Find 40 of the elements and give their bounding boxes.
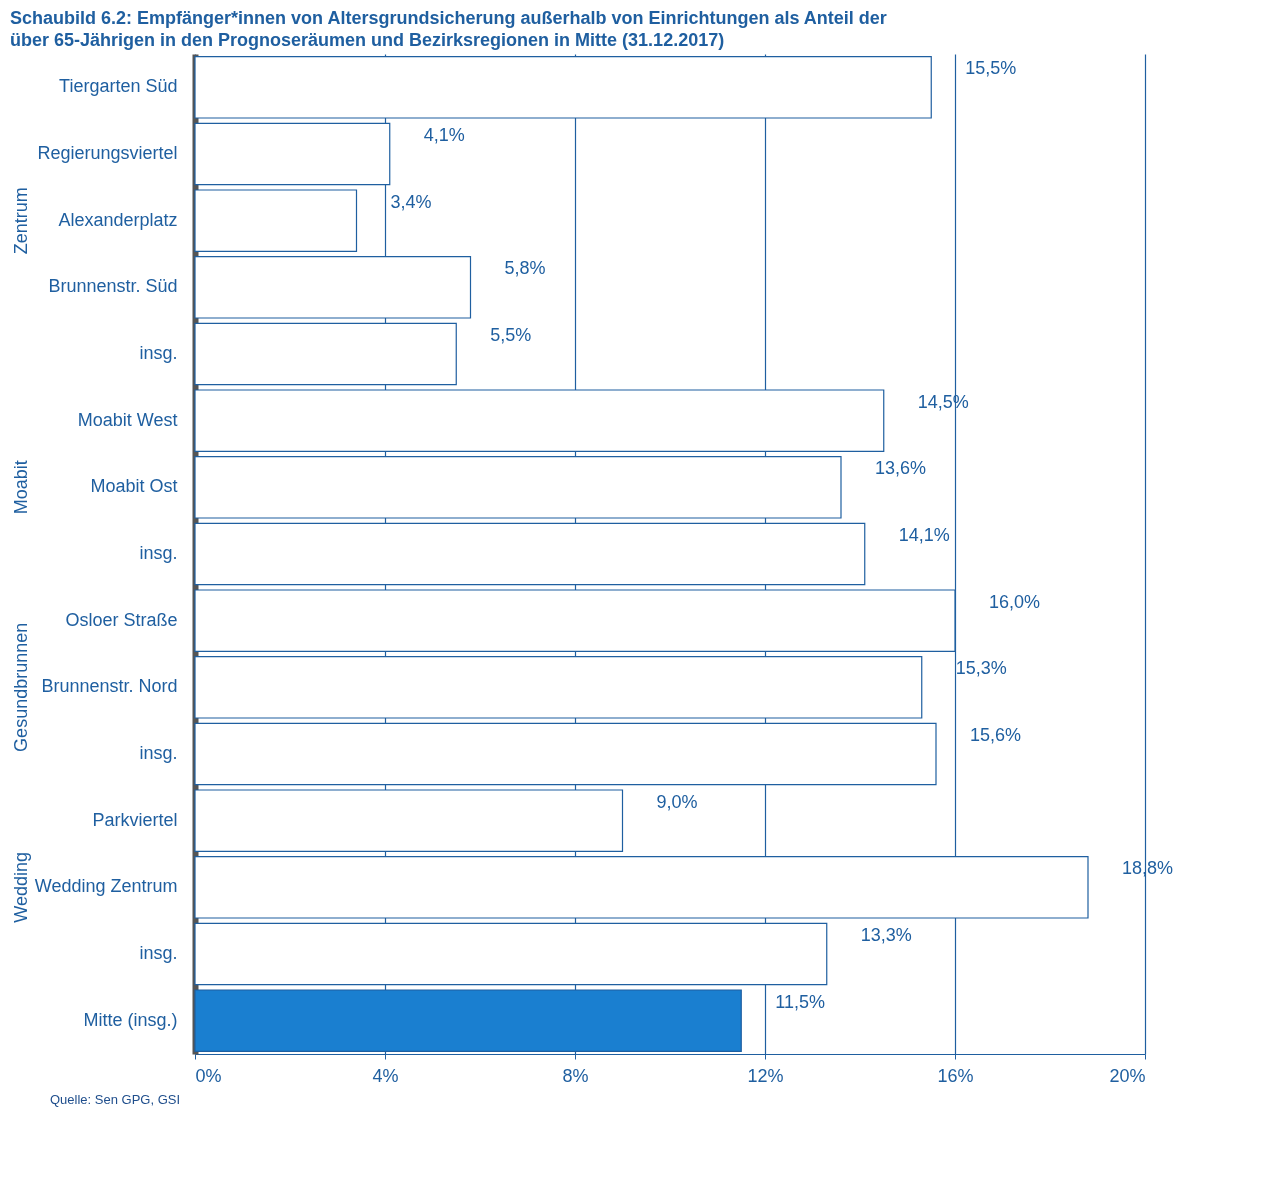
x-tick-label: 8% — [562, 1065, 589, 1086]
data-label: 3,4% — [390, 191, 432, 212]
data-label: 5,5% — [490, 325, 532, 345]
data-label: 4,1% — [423, 125, 465, 145]
y-tick-label: Wedding Zentrum — [34, 876, 178, 897]
source-note: Quelle: Sen GPG, GSI — [50, 1092, 182, 1107]
x-tick-label: 12% — [747, 1065, 784, 1086]
text: Gesundbrunnen — [11, 622, 31, 752]
data-label: 13,3% — [860, 925, 912, 945]
y-tick-label: Tiergarten Süd — [59, 76, 178, 97]
y-tick-label: insg. — [139, 743, 178, 763]
chart-title: Schaubild 6.2: Empfänger*innen von Altersgrundsicherung außerhalb von Einrichtungen als Anteil der über 65-Jährigen in den Prognoseräumen und Bezirksregionen in Mitte (31.12.2017) — [10, 8, 887, 50]
y-tick-label: insg. — [139, 943, 178, 963]
y-tick-label: Osloer Straße — [65, 609, 178, 630]
data-label: 9,0% — [656, 791, 698, 812]
x-tick-label: 16% — [937, 1065, 974, 1086]
y-tick-label: Brunnenstr. Süd — [48, 276, 178, 297]
data-label: 14,1% — [898, 525, 950, 545]
data-label: 16,0% — [989, 591, 1041, 612]
data-label: 15,5% — [965, 58, 1017, 79]
y-tick-label: Brunnenstr. Nord — [41, 676, 178, 697]
data-label: 5,8% — [504, 258, 546, 279]
data-label: 15,3% — [955, 658, 1007, 679]
y-tick-label: Parkviertel — [92, 809, 178, 830]
y-tick-label: Mitte (insg.) — [83, 1009, 178, 1030]
y-tick-label: insg. — [139, 543, 178, 563]
x-tick-label: 0% — [195, 1065, 222, 1086]
text: Wedding — [11, 851, 31, 923]
text: Zentrum — [11, 187, 31, 255]
x-tick-label: 4% — [372, 1065, 399, 1086]
data-label: 13,6% — [875, 458, 927, 479]
y-tick-label: Alexanderplatz — [58, 209, 178, 230]
y-tick-label: Regierungsviertel — [37, 143, 178, 163]
x-tick-label: 20% — [1109, 1065, 1146, 1086]
y-tick-label: insg. — [139, 343, 178, 363]
text: Moabit — [11, 460, 31, 515]
data-label: 15,6% — [970, 725, 1022, 745]
data-label: 11,5% — [775, 991, 825, 1012]
y-tick-label: Moabit West — [77, 409, 178, 430]
y-tick-label: Moabit Ost — [90, 476, 178, 497]
